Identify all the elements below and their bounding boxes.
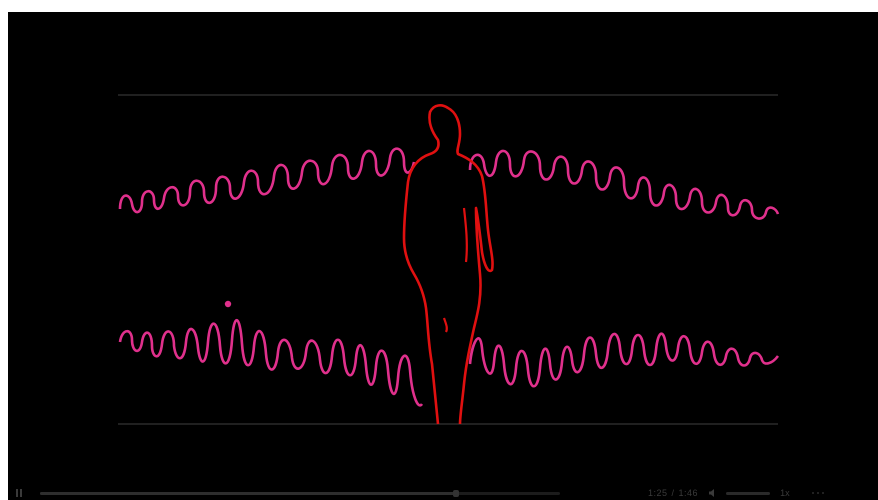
upper-wave-line [118,147,780,220]
lower-wave-line [118,318,780,407]
seek-handle[interactable] [453,489,459,497]
video-frame[interactable] [8,12,878,482]
seek-progress [40,491,456,495]
more-icon[interactable] [811,492,824,494]
volume-icon[interactable] [708,488,718,498]
seek-bar[interactable] [40,489,560,497]
silhouette-knee-detail [442,317,448,333]
pink-dot [224,300,232,308]
elapsed-time: 1:25 [648,488,668,498]
player-controls: 1:25/1:46 1x [8,486,878,500]
silhouette-outline [402,104,494,425]
pause-button[interactable] [14,488,24,498]
time-display: 1:25/1:46 [648,488,699,498]
video-player[interactable]: 1:25/1:46 1x [8,12,878,500]
pause-icon [16,489,18,497]
duration-time: 1:46 [678,488,699,498]
silhouette-arm-detail [462,207,468,263]
video-artwork [118,94,780,425]
playback-speed[interactable]: 1x [780,488,790,498]
volume-slider[interactable] [726,491,771,495]
